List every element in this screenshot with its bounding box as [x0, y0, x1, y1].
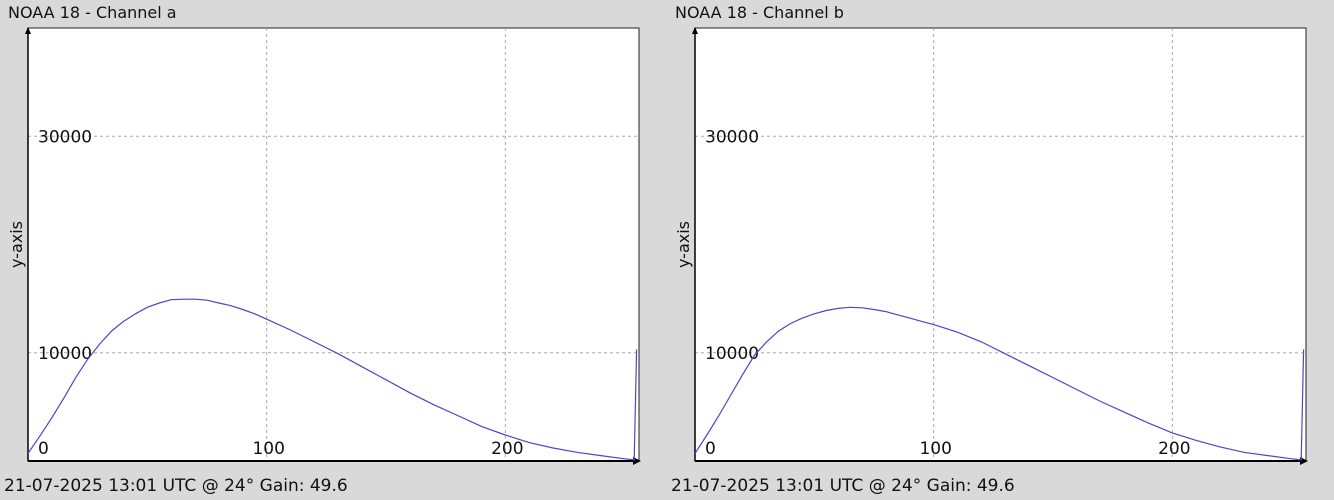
- y-axis-label: y-axis: [7, 221, 26, 268]
- chart-footer: 21-07-2025 13:01 UTC @ 24° Gain: 49.6: [671, 476, 1015, 496]
- chart-plot-b: 0 100 200 10000 30000 y-axis: [674, 27, 1308, 465]
- plot-area: [694, 27, 1307, 462]
- x-tick-label: 100: [252, 439, 284, 459]
- y-tick-label: 10000: [705, 344, 759, 364]
- chart-footer: 21-07-2025 13:01 UTC @ 24° Gain: 49.6: [4, 476, 348, 496]
- chart-title: NOAA 18 - Channel b: [675, 3, 844, 22]
- y-tick-label: 30000: [38, 127, 92, 147]
- x-tick-label: 200: [1158, 439, 1190, 459]
- series-line-0: [694, 306, 1305, 461]
- y-tick-label: 30000: [705, 127, 759, 147]
- x-tick-label: 0: [38, 439, 49, 459]
- chart-panel-a: NOAA 18 - Channel a 0 100 200 10000 30000 y-a…: [4, 3, 641, 496]
- chart-panel-b: NOAA 18 - Channel b 0 100 200 10000 30000 y-a…: [667, 0, 1334, 500]
- chart-title: NOAA 18 - Channel a: [8, 3, 177, 22]
- y-axis-arrow: [25, 27, 31, 34]
- x-axis-arrow: [633, 457, 641, 465]
- series-line-0: [27, 298, 638, 461]
- plot-area: [27, 27, 640, 462]
- y-axis-arrow: [692, 27, 698, 34]
- y-tick-label: 10000: [38, 344, 92, 364]
- chart-plot-a: 0 100 200 10000 30000 y-axis: [7, 27, 641, 465]
- x-axis-arrow: [1300, 457, 1308, 465]
- x-tick-label: 100: [919, 439, 951, 459]
- x-tick-label: 200: [491, 439, 523, 459]
- y-axis-label: y-axis: [674, 221, 693, 268]
- x-tick-label: 0: [705, 439, 716, 459]
